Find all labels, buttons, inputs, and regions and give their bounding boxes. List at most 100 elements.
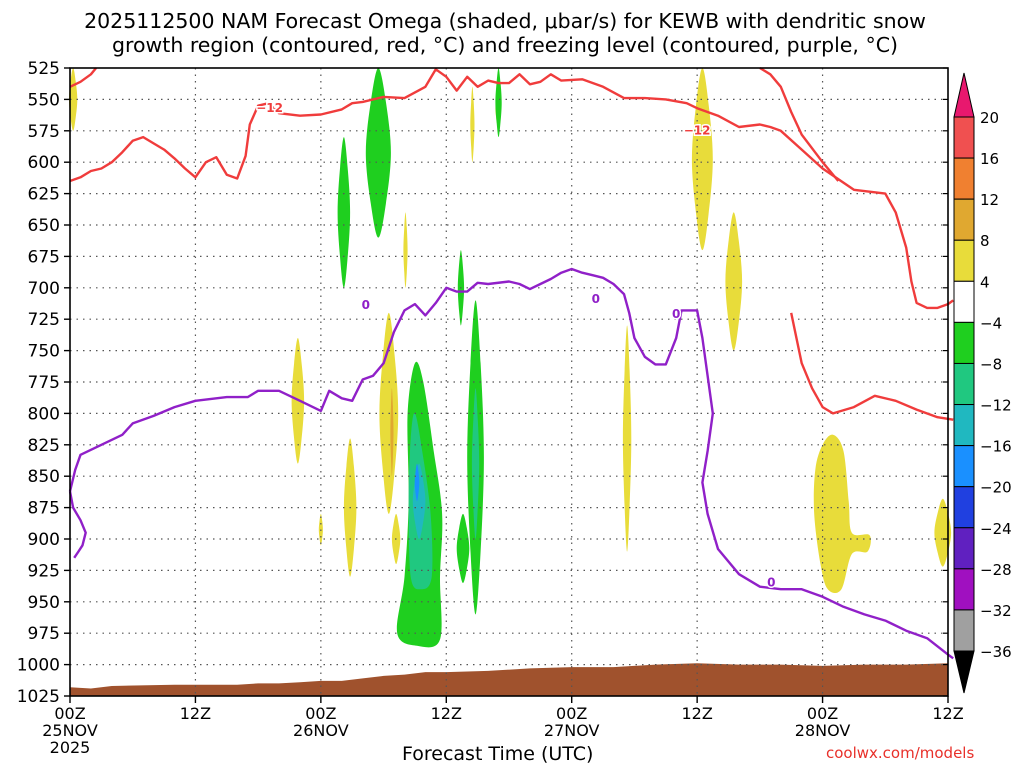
y-tick-label: 950: [28, 593, 60, 613]
y-tick-label: 875: [28, 499, 60, 519]
colorbar-segment: [953, 157, 975, 200]
terrain-layer: [70, 663, 948, 696]
colorbar-label: 8: [980, 232, 990, 250]
x-tick-label: 27NOV: [544, 721, 600, 740]
colorbar-segment: [953, 198, 975, 241]
y-tick-label: 1025: [17, 687, 60, 707]
omega-area-green: [337, 137, 351, 288]
x-tick-label: 12Z: [180, 704, 211, 723]
omega-area-yellow: [622, 325, 632, 552]
x-tick-label: 12Z: [932, 704, 963, 723]
y-tick-label: 1000: [17, 656, 60, 676]
contour-label: −12: [256, 101, 283, 115]
omega-area-yellow: [725, 212, 743, 351]
x-tick-label: 12Z: [431, 704, 462, 723]
colorbar-label: 12: [980, 191, 999, 209]
colorbar-label: −20: [980, 479, 1012, 497]
y-tick-label: 725: [28, 310, 60, 330]
x-tick-label: 25NOV: [42, 721, 98, 740]
colorbar-label: −32: [980, 602, 1012, 620]
contour-line: [69, 68, 954, 310]
y-tick-label: 650: [28, 216, 60, 236]
colorbar-segment: [953, 362, 975, 406]
colorbar-label: −8: [980, 355, 1002, 373]
omega-shading-layer: [69, 68, 952, 648]
colorbar-label: −36: [980, 643, 1012, 661]
x-tick-label: 28NOV: [795, 721, 851, 740]
colorbar-bottom-triangle: [953, 650, 975, 694]
omega-area-yellow: [470, 86, 475, 163]
x-tick-label: 00Z: [305, 704, 336, 723]
contour-label: 0: [672, 307, 680, 321]
omega-area-green: [365, 68, 391, 238]
colorbar-label: −24: [980, 520, 1012, 538]
omega-area-green: [456, 513, 470, 583]
y-tick-label: 975: [28, 624, 60, 644]
x-tick-label: 12Z: [681, 704, 712, 723]
chart-title-line-2: growth region (contoured, red, °C) and f…: [111, 33, 899, 57]
omega-area-yellow: [691, 68, 713, 251]
y-axis-ticks: 525 550 575 600 625 650 675 700 725 750 775 800 825 8…: [17, 59, 948, 707]
grid-layer: [70, 68, 948, 696]
chart-title-line-1: 2025112500 NAM Forecast Omega (shaded, μ…: [84, 9, 926, 33]
contour-line: [69, 67, 98, 88]
y-tick-label: 525: [28, 59, 60, 79]
y-tick-label: 550: [28, 90, 60, 110]
colorbar-segment: [953, 116, 975, 159]
colorbar-segment: [953, 321, 975, 364]
contour-label: 0: [767, 576, 775, 590]
omega-area-blue: [414, 463, 420, 502]
colorbar-top-triangle: [953, 72, 975, 118]
colorbar-label: −16: [980, 438, 1012, 456]
contour-label: 0: [362, 298, 370, 312]
y-tick-label: 775: [28, 373, 60, 393]
colorbar-label: −28: [980, 561, 1012, 579]
y-tick-label: 825: [28, 436, 60, 456]
x-tick-label: 2025: [50, 738, 91, 757]
colorbar-segment: [953, 404, 975, 447]
colorbar-segment: [953, 609, 975, 652]
colorbar-segment: [953, 527, 975, 570]
x-axis-label: Forecast Time (UTC): [402, 743, 594, 765]
x-tick-label: 00Z: [54, 704, 85, 723]
colorbar-segment: [953, 568, 975, 611]
colorbar-segment: [953, 445, 975, 488]
y-tick-label: 800: [28, 404, 60, 424]
contour-line: [68, 267, 954, 660]
colorbar-segment: [953, 486, 975, 529]
omega-area-green: [495, 68, 502, 138]
y-tick-label: 675: [28, 247, 60, 267]
colorbar-segment: [953, 239, 975, 282]
omega-area-orange: [390, 388, 394, 477]
colorbar-label: 16: [980, 150, 999, 168]
y-tick-label: 925: [28, 561, 60, 581]
terrain-area: [70, 663, 948, 696]
colorbar-label: −4: [980, 314, 1002, 332]
x-tick-label: 00Z: [807, 704, 838, 723]
y-tick-label: 625: [28, 185, 60, 205]
contour-label: −12: [684, 124, 711, 138]
omega-area-yellow: [934, 498, 952, 567]
omega-area-yellow: [403, 212, 408, 288]
contour-label: 0: [592, 292, 600, 306]
colorbar-label: −12: [980, 397, 1012, 415]
colorbar-segment: [953, 280, 975, 323]
y-tick-label: 600: [28, 153, 60, 173]
y-tick-label: 900: [28, 530, 60, 550]
y-tick-label: 850: [28, 467, 60, 487]
y-tick-label: 700: [28, 279, 60, 299]
y-tick-label: 750: [28, 342, 60, 362]
x-tick-label: 26NOV: [293, 721, 349, 740]
colorbar-label: 20: [980, 109, 999, 127]
colorbar: 20 16 12 8 4 −4 −8 −12 −16 −20 −24 −28 −32 −36: [953, 72, 1012, 694]
omega-area-yellow: [813, 434, 871, 594]
omega-area-teal: [471, 388, 480, 539]
y-tick-label: 575: [28, 122, 60, 142]
source-credit[interactable]: coolwx.com/models: [826, 744, 975, 762]
contour-layer: −12 −12 0 0 0 0: [68, 66, 954, 660]
contour-line: [759, 66, 840, 182]
colorbar-label: 4: [980, 273, 990, 291]
